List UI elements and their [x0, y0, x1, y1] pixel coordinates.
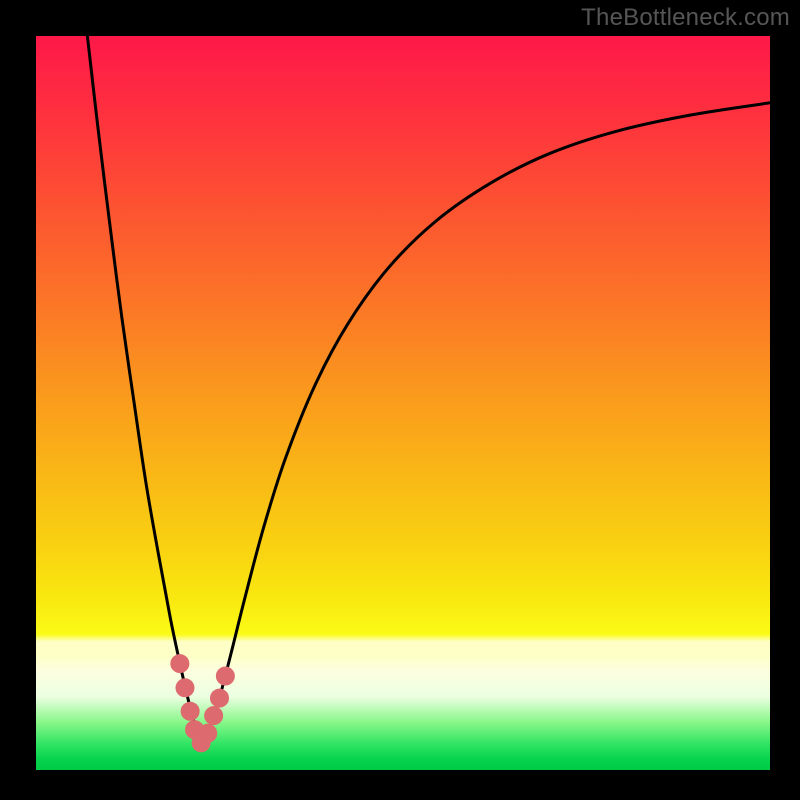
watermark-text: TheBottleneck.com [581, 4, 790, 32]
bottleneck-curve [36, 36, 770, 770]
chart-container: TheBottleneck.com [0, 0, 800, 800]
valley-marker [211, 689, 229, 707]
left-branch-curve [87, 36, 201, 748]
valley-marker [216, 667, 234, 685]
valley-marker [176, 679, 194, 697]
valley-marker [181, 702, 199, 720]
valley-marker [199, 724, 217, 742]
valley-marker [171, 655, 189, 673]
valley-marker [205, 707, 223, 725]
plot-area [36, 36, 770, 770]
right-branch-curve [201, 103, 770, 748]
